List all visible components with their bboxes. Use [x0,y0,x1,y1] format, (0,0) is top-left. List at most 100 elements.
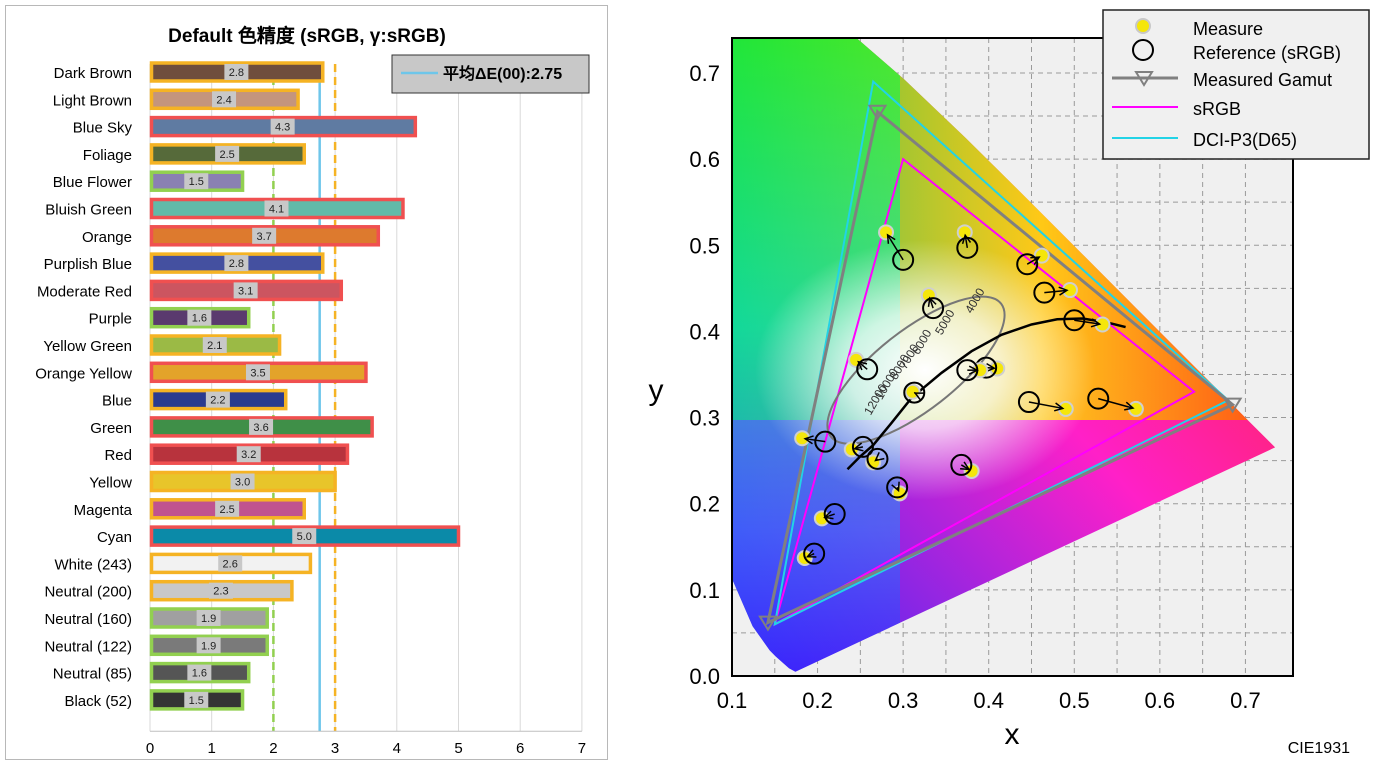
bar-value-box [215,500,240,517]
cie-y-tick-label: 0.0 [689,664,720,689]
reference-point [886,476,909,499]
shift-arrowhead [961,233,972,245]
bar-x-tick-label: 6 [516,740,524,757]
shift-arrowhead [960,461,971,471]
bar-value-box [184,691,209,708]
bar-value-box [230,473,255,490]
shift-arrow [808,552,815,557]
shift-arrowhead [853,442,864,452]
bar-x-tick-label: 2 [269,740,277,757]
bar-value-box [233,282,258,299]
bar-value-box [245,364,270,381]
shift-arrow [887,235,904,261]
bar-category-label: Purple [89,311,132,328]
shift-arrow [929,298,934,309]
bar-value-box [212,91,237,108]
bar-value-box [187,309,212,326]
bar-category-label: Light Brown [53,92,132,109]
reference-point [1017,391,1040,414]
bar-chart-panel: Default 色精度 (sRGB, γ:sRGB) 2.8 2.4 4.3 2.5 1… [5,5,608,760]
bar-x-tick-label: 0 [146,740,154,757]
reference-point [851,435,874,458]
bar-value-label: 2.8 [229,67,244,79]
bar-value-label: 1.6 [192,668,207,680]
bar-value-label: 2.6 [223,558,238,570]
bar-value-box [202,337,227,353]
bar-value-label: 2.3 [213,586,228,598]
bar-x-tick-label: 7 [578,740,586,757]
bar-category-label: Purplish Blue [44,256,132,273]
shift-arrow [1074,319,1099,325]
cie-x-tick-label: 0.7 [1230,688,1261,713]
cie-y-tick-label: 0.1 [689,578,720,603]
bar-category-label: Neutral (200) [44,584,132,601]
bar-value-label: 1.5 [189,176,204,188]
bar-x-tick-label: 1 [208,740,216,757]
bar-x-tick-label: 4 [393,740,401,757]
reference-point [922,297,945,320]
measure-point [794,430,811,447]
bar-value-label: 3.0 [235,477,250,489]
bar-value-label: 4.3 [275,122,290,134]
cie-x-axis-label: x [1005,718,1020,751]
bar-value-label: 1.6 [192,313,207,325]
bar-category-label: Yellow Green [43,338,132,355]
bar-value-label: 3.7 [256,231,271,243]
cie-legend: Measure Reference (sRGB) Measured Gamut … [1102,9,1370,160]
reference-point [1087,387,1110,410]
shift-arrow [1028,401,1062,409]
cie-x-tick-label: 0.1 [717,688,748,713]
cie-plot-border [731,37,1294,677]
bar-value-label: 3.5 [250,367,265,379]
bar-value-box [187,664,212,681]
cie-x-tick-label: 0.5 [1059,688,1090,713]
cie-x-tick-label: 0.4 [973,688,1004,713]
shift-arrowhead [891,481,900,493]
bar-value-box [196,637,221,654]
bar-value-label: 1.5 [189,695,204,707]
shift-arrow [1044,289,1067,294]
bar-category-label: Blue Flower [53,174,132,191]
reference-point [823,503,846,526]
shift-arrowhead [1090,318,1102,328]
bar-value-box [184,173,209,190]
bar-value-box [249,418,274,435]
bar-category-label: Neutral (160) [44,611,132,628]
reference-point [892,248,915,271]
reference-point [1033,281,1056,304]
measured-gamut-marker [1222,397,1243,414]
reference-point [856,358,879,381]
shift-arrow [806,438,826,443]
cie-y-tick-label: 0.4 [689,319,720,344]
bar-value-box [215,145,240,162]
reference-point [903,381,926,404]
reference-point [803,542,826,565]
shift-arrowhead [874,451,885,462]
shift-arrowhead [1053,402,1065,412]
reference-point [866,447,889,470]
legend-measured-gamut-marker [1134,71,1154,87]
delta-e-bar-chart: Default 色精度 (sRGB, γ:sRGB) 2.8 2.4 4.3 2.5 1… [35,24,590,757]
measured-gamut-marker [758,615,778,632]
shift-arrow [1098,397,1133,409]
bar-category-label: Cyan [97,529,132,546]
bar-value-box [224,64,249,80]
gamut-triangle-measured-gamut [765,108,1236,626]
measure-point [1094,316,1111,333]
shift-arrowhead [1124,401,1135,411]
bar-value-label: 3.1 [238,285,253,297]
bar-value-box [252,227,277,244]
legend-measure-label: Measure [1193,19,1263,39]
bar-x-tick-label: 3 [331,740,339,757]
shift-arrowhead [823,510,834,520]
legend-reference-label: Reference (sRGB) [1193,43,1341,63]
shift-arrow [855,446,864,450]
shift-arrowhead [857,360,868,371]
cie-y-tick-label: 0.3 [689,406,720,431]
bar-value-box [236,446,261,463]
cie-y-tick-label: 0.6 [689,147,720,172]
shift-arrowhead [913,392,925,401]
bar-value-label: 3.6 [253,422,268,434]
bar-category-label: Neutral (85) [53,666,132,683]
